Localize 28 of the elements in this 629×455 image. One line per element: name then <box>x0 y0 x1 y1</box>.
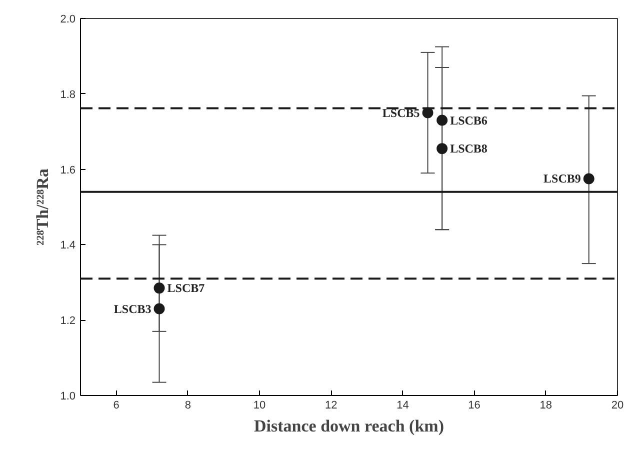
annotation: LSCB8 <box>450 142 488 156</box>
annotation: LSCB7 <box>167 281 205 296</box>
point <box>436 114 448 126</box>
point <box>583 173 594 184</box>
x-axis-title: Distance down reach (km) <box>254 416 444 436</box>
y-tick-label: 1.6 <box>60 164 76 176</box>
point <box>154 282 165 294</box>
y-tick-label: 1.8 <box>60 88 76 101</box>
point <box>154 303 165 314</box>
x-tick-label: 6 <box>113 400 120 412</box>
y-tick-label: 2.0 <box>60 14 76 26</box>
x-tick-label: 20 <box>611 400 624 412</box>
annotation: LSCB5 <box>382 106 420 120</box>
annotation: LSCB9 <box>544 172 581 186</box>
x-tick-label: 14 <box>396 400 409 412</box>
point <box>422 107 434 118</box>
x-tick-label: 12 <box>324 400 338 412</box>
x-tick-label: 16 <box>468 400 480 412</box>
x-tick-label: 18 <box>540 400 552 412</box>
annotation: LSCB6 <box>450 113 488 128</box>
y-axis-title: ²²⁸Th/²²⁸Ra <box>33 168 52 246</box>
y-tick-label: 1.0 <box>60 390 76 402</box>
x-tick-label: 8 <box>184 400 191 412</box>
annotation: LSCB3 <box>114 302 152 316</box>
x-tick-label: 10 <box>253 400 266 412</box>
y-tick-label: 1.4 <box>60 240 76 252</box>
y-tick-label: 1.2 <box>60 315 76 328</box>
point <box>436 143 448 154</box>
